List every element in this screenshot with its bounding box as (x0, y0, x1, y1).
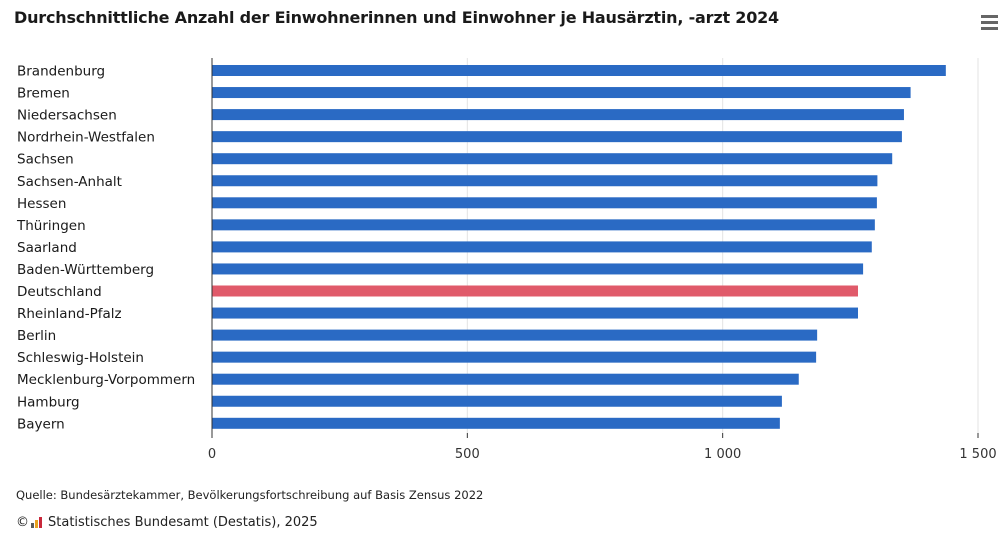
category-label: Hessen (17, 196, 66, 212)
bar[interactable] (212, 263, 864, 275)
category-label: Sachsen-Anhalt (17, 174, 122, 190)
bar[interactable] (212, 65, 946, 76)
bar[interactable] (212, 307, 858, 319)
category-label: Deutschland (17, 284, 102, 300)
bar[interactable] (212, 175, 878, 187)
bar[interactable] (212, 373, 799, 385)
bar[interactable] (212, 197, 877, 209)
copyright-line: © Statistisches Bundesamt (Destatis), 20… (16, 515, 318, 530)
category-label: Saarland (17, 240, 77, 256)
x-axis-ticks: 0 500 1 000 1 500 (208, 58, 997, 462)
source-note: Quelle: Bundesärztekammer, Bevölkerungsf… (16, 488, 484, 502)
category-labels: Brandenburg Bremen Niedersachsen Nordrhein-… (16, 64, 195, 433)
x-tick-label: 1 500 (959, 447, 996, 462)
bar[interactable] (212, 395, 782, 407)
category-label: Sachsen (17, 152, 74, 168)
bar[interactable] (212, 241, 872, 253)
category-label: Brandenburg (17, 64, 105, 80)
destatis-logo-icon (31, 517, 43, 528)
bar[interactable] (212, 285, 858, 297)
bar[interactable] (212, 109, 904, 121)
category-label: Bayern (17, 416, 65, 432)
category-label: Baden-Württemberg (17, 262, 154, 278)
copyright-symbol: © (16, 515, 29, 530)
bar[interactable] (212, 131, 902, 143)
copyright-text: Statistisches Bundesamt (Destatis), 2025 (48, 515, 318, 530)
bar[interactable] (212, 153, 893, 165)
category-label: Berlin (17, 328, 56, 344)
bar[interactable] (212, 329, 818, 341)
x-tick-label: 0 (208, 447, 216, 462)
category-label: Niedersachsen (17, 108, 117, 124)
bar[interactable] (212, 219, 875, 231)
x-tick-label: 500 (455, 447, 480, 462)
category-label: Nordrhein-Westfalen (17, 130, 155, 146)
bar[interactable] (212, 351, 817, 363)
bar-chart: Brandenburg Bremen Niedersachsen Nordrhein-… (16, 58, 997, 462)
category-label: Schleswig-Holstein (17, 350, 144, 366)
category-label: Mecklenburg-Vorpommern (17, 372, 195, 388)
bar[interactable] (212, 87, 911, 99)
category-label: Hamburg (17, 394, 80, 410)
chart-title: Durchschnittliche Anzahl der Einwohnerin… (14, 8, 779, 27)
category-label: Thüringen (16, 218, 86, 234)
bar[interactable] (212, 417, 780, 429)
bars (212, 65, 946, 429)
category-label: Rheinland-Pfalz (17, 306, 122, 322)
hamburger-menu-icon[interactable] (981, 14, 998, 32)
x-tick-label: 1 000 (704, 447, 741, 462)
category-label: Bremen (17, 86, 70, 102)
